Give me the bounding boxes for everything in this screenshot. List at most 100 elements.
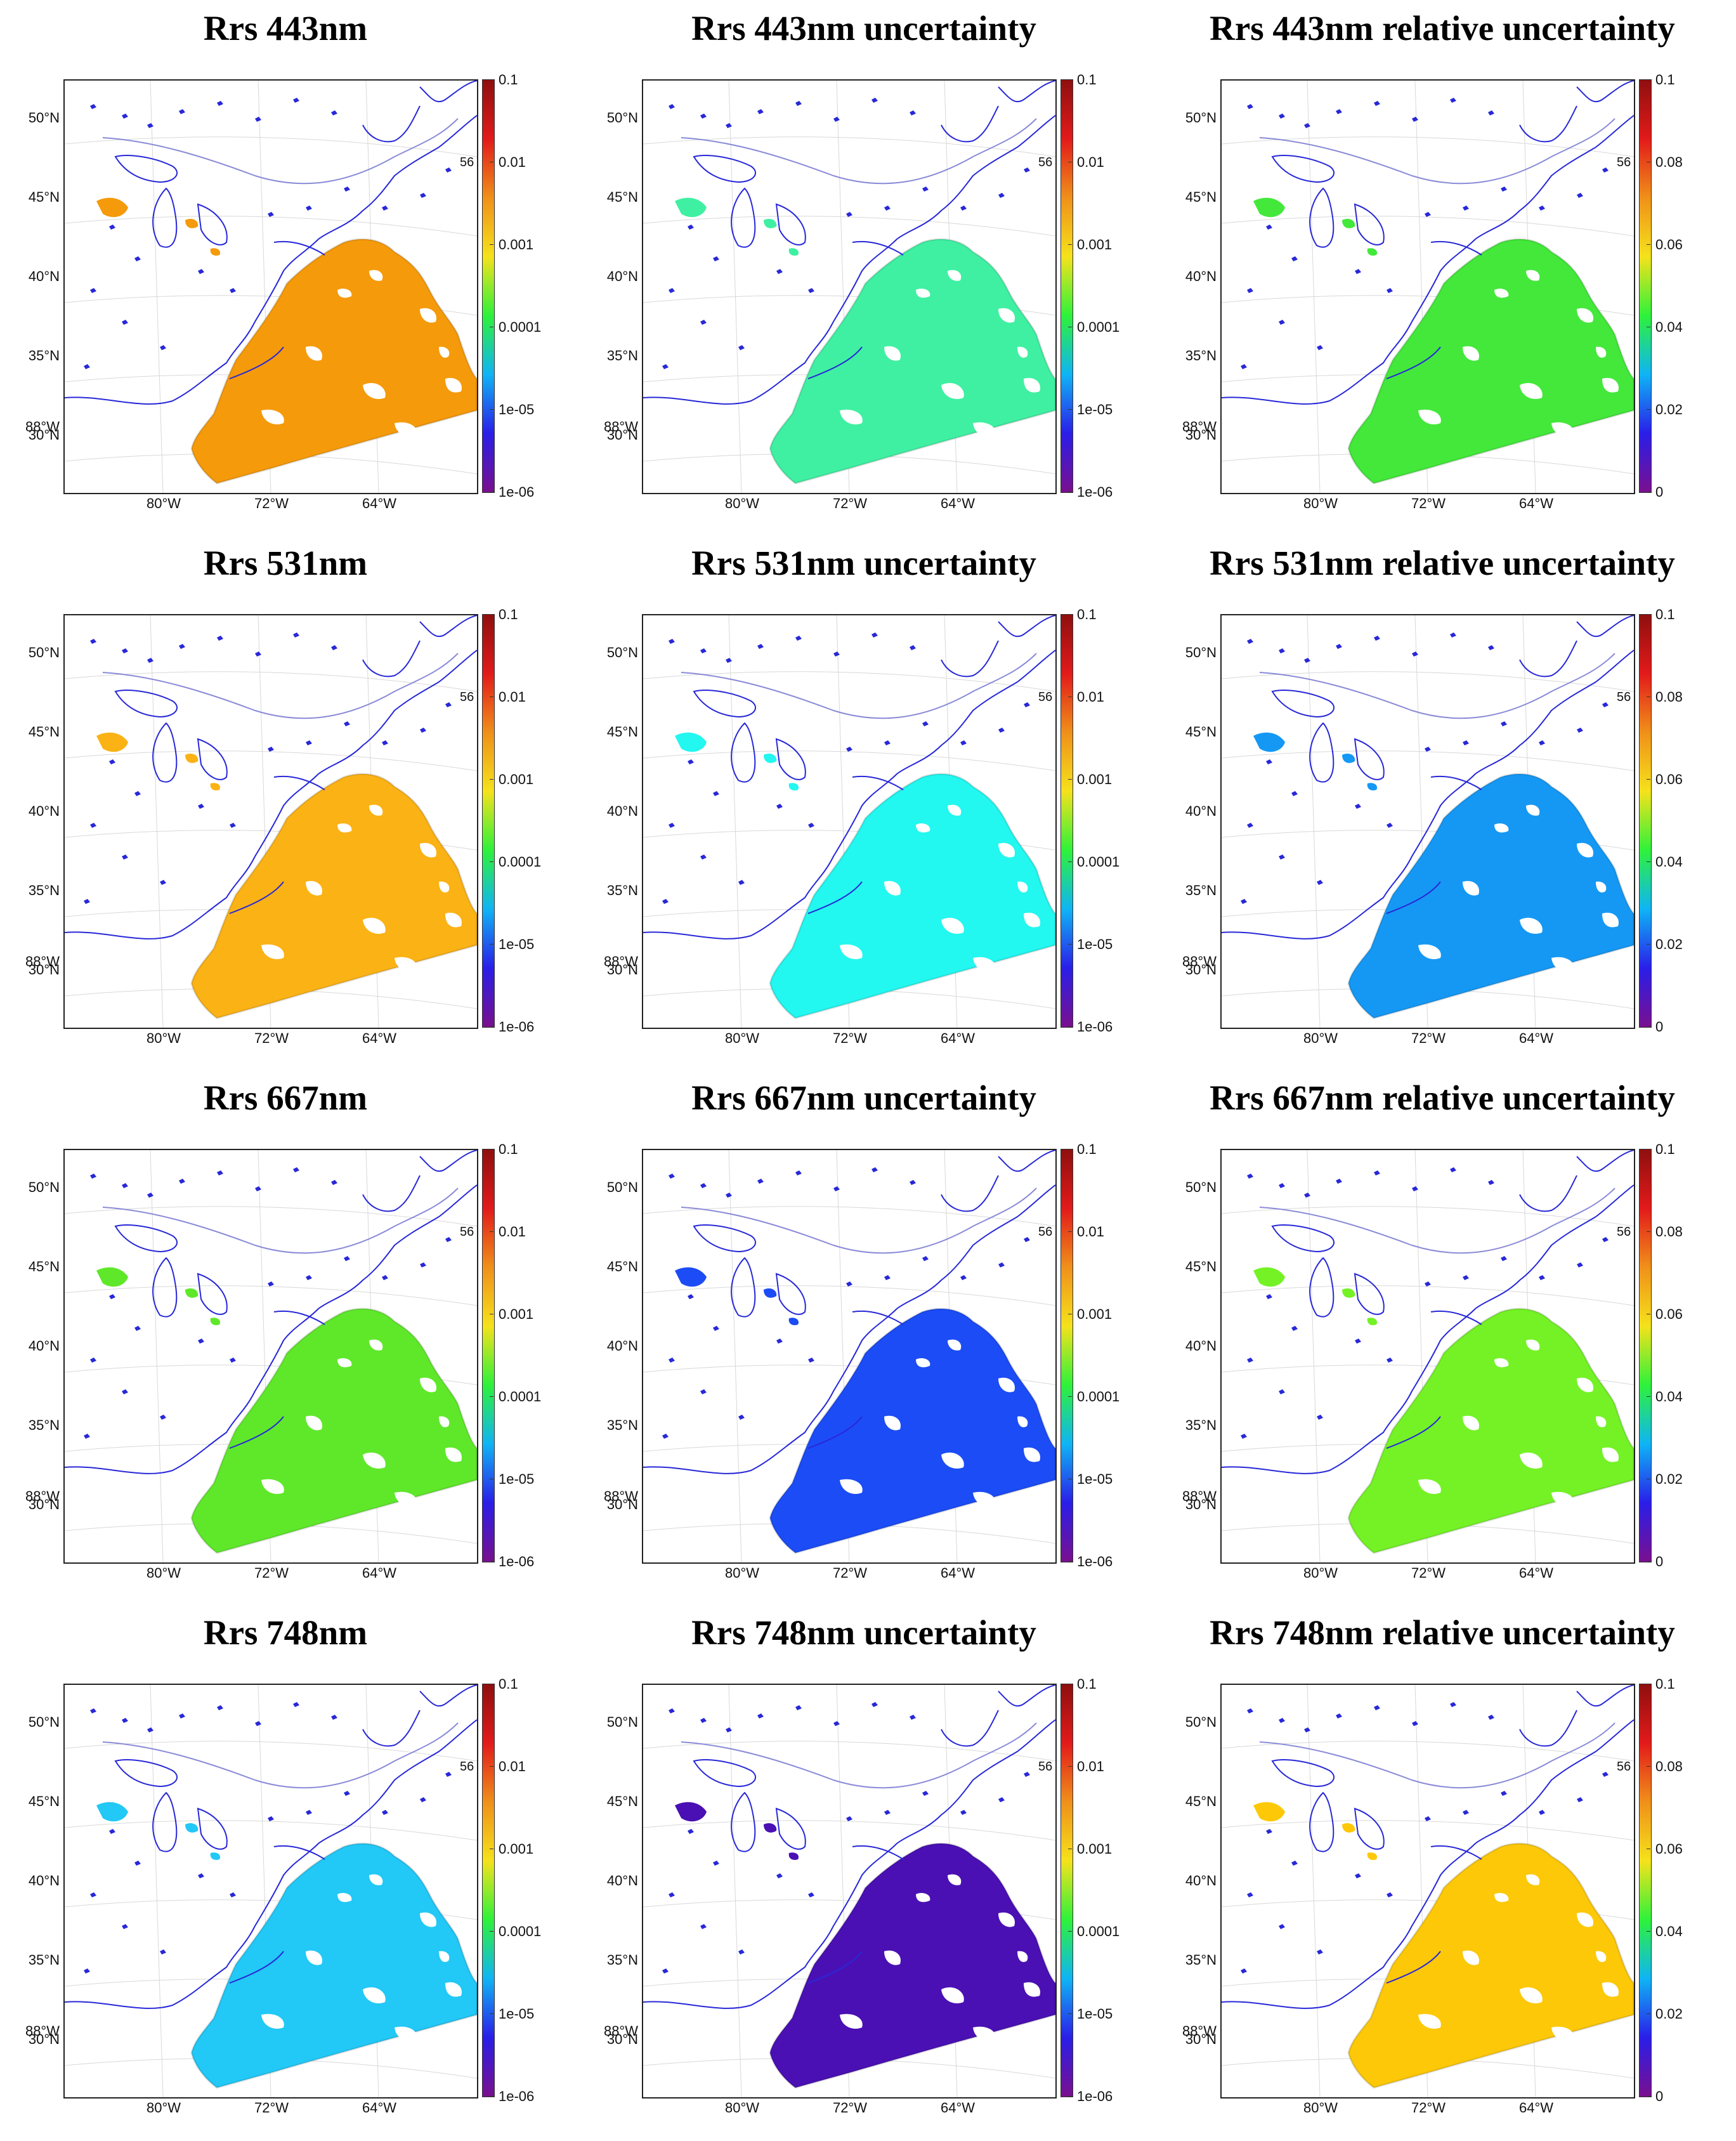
cloud-gap [439,1951,450,1962]
latitude-label: 30°N [1185,427,1217,443]
colorbar-tick-label: 0.01 [499,689,526,705]
longitude-gridline [1307,1685,1321,2097]
cloud-gap [1520,917,1543,934]
data-field [770,774,1055,1018]
latitude-label: 50°N [606,645,638,660]
map-edge-mark: 56 [1038,690,1053,704]
cloud-gap [916,823,930,833]
small-lake [1539,206,1545,211]
colorbar-tick-label: 0.0001 [499,1389,542,1404]
small-lake [420,193,426,198]
small-lake [700,1924,707,1929]
cloud-gap [306,1950,322,1965]
cloud-gap [948,270,962,281]
data-field [770,1309,1055,1553]
small-lake [669,639,675,644]
latitude-label: 35°N [1185,882,1217,898]
latitude-label: 35°N [28,1417,60,1433]
coastline [152,1791,178,1852]
small-lake [1577,1262,1583,1267]
longitude-label: 88°W [25,953,60,969]
cloud-gap [948,804,962,816]
small-lake [795,636,802,641]
colorbar-tick [490,1766,493,1767]
cloud-gap [941,1452,964,1469]
lake-data [1342,219,1355,228]
small-lake [1024,167,1030,173]
latitude-label: 35°N [28,882,60,898]
colorbar-tick [1068,1231,1072,1232]
cloud-gap [420,1912,436,1927]
small-lake [871,1167,878,1172]
lake-data [96,1267,128,1287]
coastline [643,1719,1055,2009]
small-lake [669,1892,675,1897]
coastline [362,1175,421,1212]
small-lake [1291,1861,1298,1866]
map-canvas [1222,615,1634,1028]
coastline [852,1845,904,1860]
small-lake [1266,1829,1272,1834]
lake-data [96,732,128,752]
cloud-gap [261,409,284,424]
small-lake [1602,167,1609,173]
latitude-label: 50°N [28,110,60,126]
cloud-gap [1526,1339,1540,1351]
longitude-label: 72°W [1411,1565,1446,1581]
latitude-gridline [1222,750,1634,771]
panel-title: Rrs 667nm relative uncertainty [1210,1078,1675,1117]
small-lake [306,1810,312,1815]
map-frame [642,1149,1057,1564]
latitude-label: 35°N [1185,348,1217,363]
latitude-label: 30°N [28,962,60,978]
small-lake [1317,1415,1323,1420]
latitude-gridline [643,1285,1055,1306]
cloud-gap [973,1491,996,1507]
coastline [1271,1759,1335,1788]
small-lake [726,123,732,128]
colorbar-tick-label: 0.0001 [499,319,542,335]
colorbar-tick-label: 0.04 [1655,854,1683,870]
latitude-label: 40°N [28,268,60,284]
coastline [1576,1685,1634,1707]
colorbar [1639,1149,1652,1562]
small-lake [922,721,929,726]
small-lake [1279,114,1285,119]
colorbar-tick [490,614,493,615]
longitude-label: 88°W [1182,1488,1217,1504]
colorbar-tick-label: 0.04 [1655,1923,1683,1939]
map-frame [63,614,478,1029]
colorbar [1639,79,1652,493]
small-lake [1425,1816,1431,1821]
map-canvas [65,81,477,493]
latitude-label: 45°N [1185,1259,1217,1274]
colorbar-tick-label: 1e-05 [499,936,535,952]
map-panel: Rrs 748nm uncertainty 56 50°N 45°N 40°N 35°N 3… [578,1604,1149,2139]
small-lake [344,1791,350,1796]
coastline [1519,1175,1577,1212]
small-lake [713,791,719,796]
small-lake [1412,117,1418,122]
colorbar-tick-label: 0.06 [1655,1306,1683,1322]
small-lake [1247,1708,1253,1713]
map-panel: Rrs 443nm 56 50°N 45°N 40°N 35°N 30°N 88°W 80°W 7… [0,0,571,535]
lake-data [185,754,199,763]
cloud-gap [306,881,322,896]
lake-data [96,197,128,218]
map-edge-mark: 56 [460,690,474,704]
colorbar-tick-label: 0.001 [1077,1306,1113,1322]
small-lake [808,1358,814,1363]
small-lake [1577,193,1583,198]
small-lake [922,187,929,192]
colorbar-tick-label: 0.1 [499,1676,518,1692]
small-lake [344,1256,350,1261]
small-lake [230,288,236,293]
small-lake [1279,1389,1285,1394]
cloud-gap [1526,1874,1540,1885]
coastline [643,650,1055,940]
coastline [1354,1807,1385,1850]
data-field-coastal-band [190,238,477,485]
small-lake [833,1721,840,1726]
latitude-label: 50°N [1185,1179,1217,1195]
data-field-coastal-band [769,773,1055,1019]
